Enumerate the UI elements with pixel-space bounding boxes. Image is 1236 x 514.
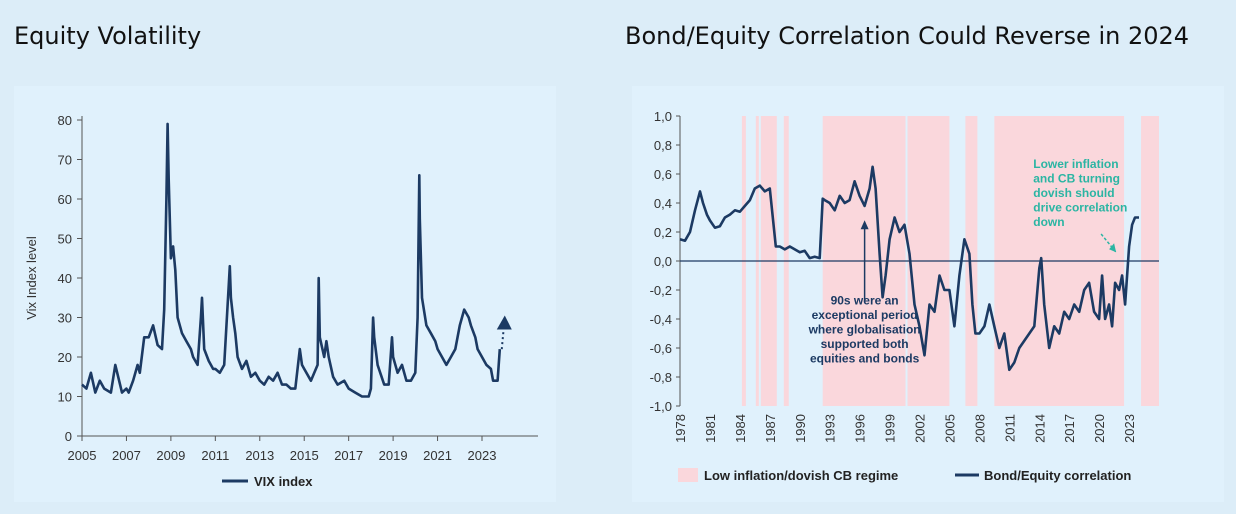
y-tick-label: -0,6 <box>650 341 672 356</box>
x-tick-label: 2009 <box>156 448 185 463</box>
legend-regime-swatch <box>678 468 698 482</box>
x-tick-label: 2020 <box>1092 414 1107 443</box>
x-tick-label: 1987 <box>763 414 778 443</box>
x-tick-label: 2017 <box>1062 414 1077 443</box>
y-tick-label: 0,6 <box>654 167 672 182</box>
correlation-chart: 1,00,80,60,40,20,0-0,2-0,4-0,6-0,8-1,019… <box>650 109 1159 483</box>
left-chart-title: Equity Volatility <box>14 22 202 50</box>
y-tick-label: 0,0 <box>654 254 672 269</box>
y-tick-label: 60 <box>58 192 72 207</box>
y-tick-label: 0 <box>65 429 72 444</box>
x-tick-label: 2014 <box>1032 414 1047 443</box>
legend-correlation-label: Bond/Equity correlation <box>984 468 1131 483</box>
x-tick-label: 2007 <box>112 448 141 463</box>
x-tick-label: 2013 <box>245 448 274 463</box>
forecast-arrow-line <box>500 327 505 350</box>
x-tick-label: 2023 <box>468 448 497 463</box>
x-tick-label: 1984 <box>733 414 748 443</box>
y-tick-label: 50 <box>58 232 72 247</box>
legend-regime-label: Low inflation/dovish CB regime <box>704 468 898 483</box>
x-tick-label: 2011 <box>1002 414 1017 442</box>
y-tick-label: 80 <box>58 113 72 128</box>
y-tick-label: 1,0 <box>654 109 672 124</box>
y-tick-label: 20 <box>58 350 72 365</box>
x-tick-label: 1996 <box>853 414 868 443</box>
y-axis-title: Vix Index level <box>24 236 39 320</box>
y-tick-label: -1,0 <box>650 399 672 414</box>
x-tick-label: 2008 <box>972 414 987 443</box>
legend-vix-label: VIX index <box>254 474 313 489</box>
annotation-lower-inflation-text: Lower inflation and CB turning dovish shou… <box>1033 157 1127 229</box>
x-tick-label: 2002 <box>913 414 928 443</box>
y-tick-label: 0,4 <box>654 196 672 211</box>
y-tick-label: 40 <box>58 271 72 286</box>
y-tick-label: -0,4 <box>650 312 672 327</box>
annotation-lower-inflation-arrow-line <box>1100 233 1117 253</box>
x-tick-label: 1981 <box>703 414 718 443</box>
x-tick-label: 2005 <box>68 448 97 463</box>
correlation-chart-panel: 1,0 0,8 0,6 0,4 0,2 0,0 -0,2 -0,4 -0,6 -0,8 -1,0 19… <box>632 86 1224 502</box>
x-tick-label: 1990 <box>793 414 808 443</box>
y-tick-label: 10 <box>58 390 72 405</box>
vix-chart: 80 70 60 50 40 30 20 10 0 2005 2007 2009 2011 2013 201… <box>24 113 538 489</box>
x-tick-label: 1999 <box>883 414 898 443</box>
x-tick-label: 2023 <box>1122 414 1137 443</box>
x-tick-label: 1978 <box>673 414 688 443</box>
x-tick-label: 2015 <box>290 448 319 463</box>
x-tick-label: 1993 <box>823 414 838 443</box>
y-tick-label: -0,2 <box>650 283 672 298</box>
y-tick-label: 30 <box>58 311 72 326</box>
forecast-arrow-head-icon <box>496 315 512 330</box>
y-tick-label: 0,2 <box>654 225 672 240</box>
x-tick-label: 2005 <box>942 414 957 443</box>
vix-series-line <box>81 122 502 398</box>
right-chart-title: Bond/Equity Correlation Could Reverse in… <box>625 22 1190 50</box>
annotation-90s-arrow-head-icon <box>860 220 869 230</box>
y-tick-label: -0,8 <box>650 370 672 385</box>
annotation-90s-text: 90s were an exceptional period where globa… <box>808 294 921 366</box>
y-tick-label: 0,8 <box>654 138 672 153</box>
annotation-lower-inflation-arrow-head-icon <box>1109 243 1117 253</box>
x-tick-label: 2019 <box>379 448 408 463</box>
correlation-series-line <box>679 165 1139 372</box>
x-tick-label: 2017 <box>334 448 363 463</box>
x-tick-label: 2021 <box>423 448 452 463</box>
y-tick-label: 70 <box>58 153 72 168</box>
x-tick-label: 2011 <box>201 448 229 463</box>
vix-chart-panel: 80 70 60 50 40 30 20 10 0 2005 2007 2009 2011 2013 201… <box>14 86 556 502</box>
